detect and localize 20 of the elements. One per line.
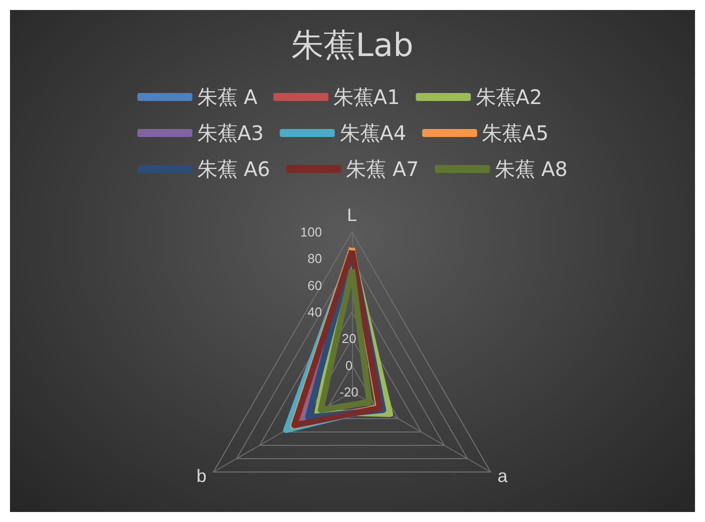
legend-label: 朱蕉A5 <box>482 121 549 145</box>
y-tick-label: 80 <box>308 251 322 266</box>
legend-label: 朱蕉 A6 <box>197 157 270 181</box>
legend-label: 朱蕉 A8 <box>494 157 568 181</box>
y-tick-label: 60 <box>308 278 322 293</box>
y-tick-label: 0 <box>345 358 353 373</box>
spoke-label: L <box>346 205 358 225</box>
spoke-label: a <box>497 466 508 486</box>
y-tick-label: 40 <box>308 304 322 320</box>
legend-label: 朱蕉A3 <box>197 121 264 145</box>
legend-label: 朱蕉A1 <box>333 85 400 109</box>
chart-title: 朱蕉Lab <box>292 26 414 64</box>
legend-label: 朱蕉A2 <box>476 85 542 109</box>
y-tick-label: 20 <box>342 331 356 346</box>
y-tick-label: 100 <box>300 224 322 240</box>
legend-label: 朱蕉A4 <box>340 121 406 145</box>
legend-label: 朱蕉 A7 <box>346 157 419 181</box>
y-tick-label: -20 <box>340 384 358 400</box>
spoke-label: b <box>196 466 207 486</box>
legend-label: 朱蕉 A <box>197 85 258 109</box>
